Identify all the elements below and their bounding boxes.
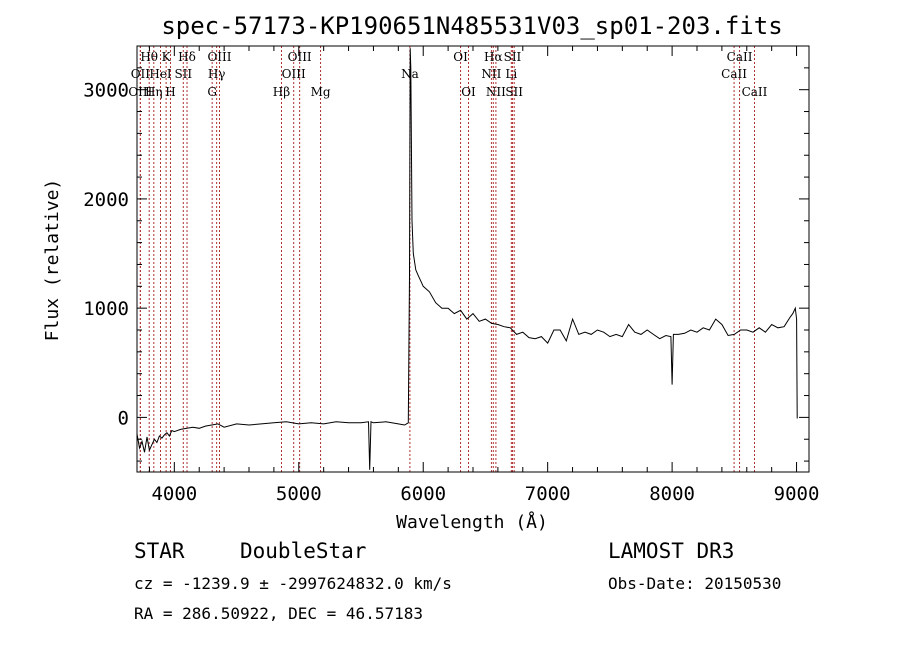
y-tick-label: 3000 (83, 80, 129, 102)
x-tick-label: 8000 (649, 483, 695, 505)
observation-date: Obs-Date: 20150530 (608, 574, 781, 593)
redshift-info: cz = -1239.9 ± -2997624832.0 km/s (134, 574, 452, 593)
spectral-line-label: Li (505, 67, 517, 81)
spectral-line-label: SII (505, 85, 523, 99)
spectral-line-label: Hη (145, 85, 163, 99)
y-tick-label: 1000 (83, 298, 129, 320)
object-subclass: DoubleStar (240, 539, 366, 563)
spectral-line-label: Hα (484, 50, 503, 64)
spectral-line-label: CaII (742, 85, 768, 99)
spectral-line-label: Hθ (140, 50, 158, 64)
spectral-line-label: Hγ (208, 67, 226, 81)
spectral-line-label: OIII (128, 85, 152, 99)
spectral-line-label: SII (504, 50, 522, 64)
spectral-line-label: OIII (207, 50, 231, 64)
x-tick-label: 6000 (400, 483, 446, 505)
spectral-line-label: HeI (149, 67, 172, 81)
coordinates: RA = 286.50922, DEC = 46.57183 (134, 604, 423, 623)
flux-series-line (136, 48, 798, 470)
spectral-line-label: Mg (311, 85, 331, 99)
y-axis-label: Flux (relative) (42, 179, 63, 342)
x-tick-label: 7000 (525, 483, 571, 505)
x-tick-label: 4000 (151, 483, 197, 505)
chart-title: spec-57173-KP190651N485531V03_sp01-203.f… (161, 12, 782, 40)
x-axis-label: Wavelength (Å) (396, 511, 548, 533)
spectral-line-label: OIII (282, 67, 306, 81)
spectral-line-label: NII (481, 67, 501, 81)
spectral-line-label: OI (461, 85, 476, 99)
survey-name: LAMOST DR3 (608, 539, 734, 563)
spectral-line-label: OIII (288, 50, 312, 64)
spectral-line-label: CaII (727, 50, 753, 64)
spectral-line-label: SII (174, 67, 192, 81)
spectral-line-label: CaII (721, 67, 747, 81)
object-class: STAR (134, 539, 185, 563)
spectral-line-label: NII (486, 85, 506, 99)
x-tick-label: 9000 (774, 483, 820, 505)
y-tick-label: 0 (118, 407, 129, 429)
spectral-line-label: OII (131, 67, 151, 81)
spectral-line-label: H (165, 85, 175, 99)
spectral-line-label: G (207, 85, 217, 99)
spectral-line-markers (139, 46, 755, 472)
spectral-line-label: Hβ (273, 85, 290, 99)
spectral-line-label: Hδ (178, 50, 196, 64)
spectral-line-label: OI (453, 50, 468, 64)
spectral-line-label: K (162, 50, 172, 64)
axis-ticks: 4000 5000 6000 7000 8000 9000 0 1000 2000 3000 (83, 45, 820, 505)
x-tick-label: 5000 (276, 483, 322, 505)
y-tick-label: 2000 (83, 189, 129, 211)
plot-frame (136, 45, 810, 473)
